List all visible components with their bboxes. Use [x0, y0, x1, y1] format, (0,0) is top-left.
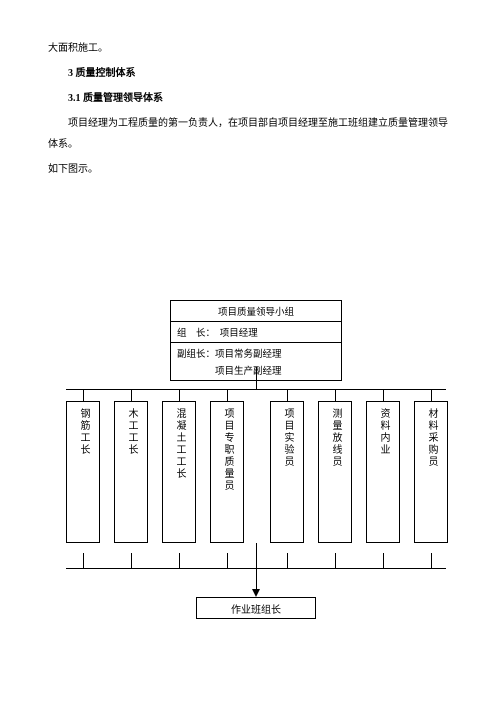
connector-up — [287, 553, 288, 568]
role-box: 材料采购员 — [414, 401, 448, 543]
heading-3-1: 3.1 质量管理领导体系 — [48, 88, 452, 109]
connector-drop — [383, 389, 384, 401]
connector-up — [83, 553, 84, 568]
connector-drop — [431, 389, 432, 401]
role-box: 测量放线员 — [318, 401, 352, 543]
role-label: 测量放线员 — [330, 408, 340, 468]
connector-drop — [227, 389, 228, 401]
body-text: 大面积施工。 3 质量控制体系 3.1 质量管理领导体系 项目经理为工程质量的第… — [48, 38, 452, 180]
role-label: 资料内业 — [378, 408, 388, 456]
connector-up — [227, 553, 228, 568]
connector-drop — [179, 389, 180, 401]
paragraph-1: 项目经理为工程质量的第一负责人，在项目部自项目经理至施工班组建立质量管理领导体系… — [48, 113, 452, 155]
horizontal-bar — [66, 389, 446, 390]
bottom-box: 作业班组长 — [196, 597, 316, 619]
top-leader: 组 长： 项目经理 — [171, 322, 341, 343]
connector-drop — [335, 389, 336, 401]
role-label: 项目实验员 — [282, 408, 292, 468]
heading-3: 3 质量控制体系 — [48, 63, 452, 84]
connector-drop — [83, 389, 84, 401]
connector-up — [335, 553, 336, 568]
role-box: 木工工长 — [114, 401, 148, 543]
paragraph-2: 如下图示。 — [48, 159, 452, 180]
role-label: 木工工长 — [126, 408, 136, 456]
top-title: 项目质量领导小组 — [171, 301, 341, 322]
role-box: 混凝土工工长 — [162, 401, 196, 543]
arrow-down-icon — [252, 589, 260, 597]
role-label: 钢筋工长 — [78, 408, 88, 456]
bottom-box-label: 作业班组长 — [231, 601, 281, 616]
connector-up — [131, 553, 132, 568]
connector-up — [179, 553, 180, 568]
org-chart: 项目质量领导小组 组 长： 项目经理 副组长：项目常务副经理 项目生产副经理 钢… — [48, 300, 452, 660]
role-label: 项目专职质量员 — [222, 408, 232, 492]
role-label: 材料采购员 — [426, 408, 436, 468]
line-continuation: 大面积施工。 — [48, 38, 452, 59]
connector-top — [256, 367, 257, 389]
connector-bottom — [256, 543, 257, 593]
connector-up — [431, 553, 432, 568]
role-label: 混凝土工工长 — [174, 408, 184, 480]
role-box: 项目实验员 — [270, 401, 304, 543]
connector-drop — [131, 389, 132, 401]
connector-up — [383, 553, 384, 568]
top-deputy1: 副组长：项目常务副经理 — [171, 343, 341, 360]
connector-drop — [287, 389, 288, 401]
role-box: 资料内业 — [366, 401, 400, 543]
role-box: 项目专职质量员 — [210, 401, 244, 543]
role-box: 钢筋工长 — [66, 401, 100, 543]
